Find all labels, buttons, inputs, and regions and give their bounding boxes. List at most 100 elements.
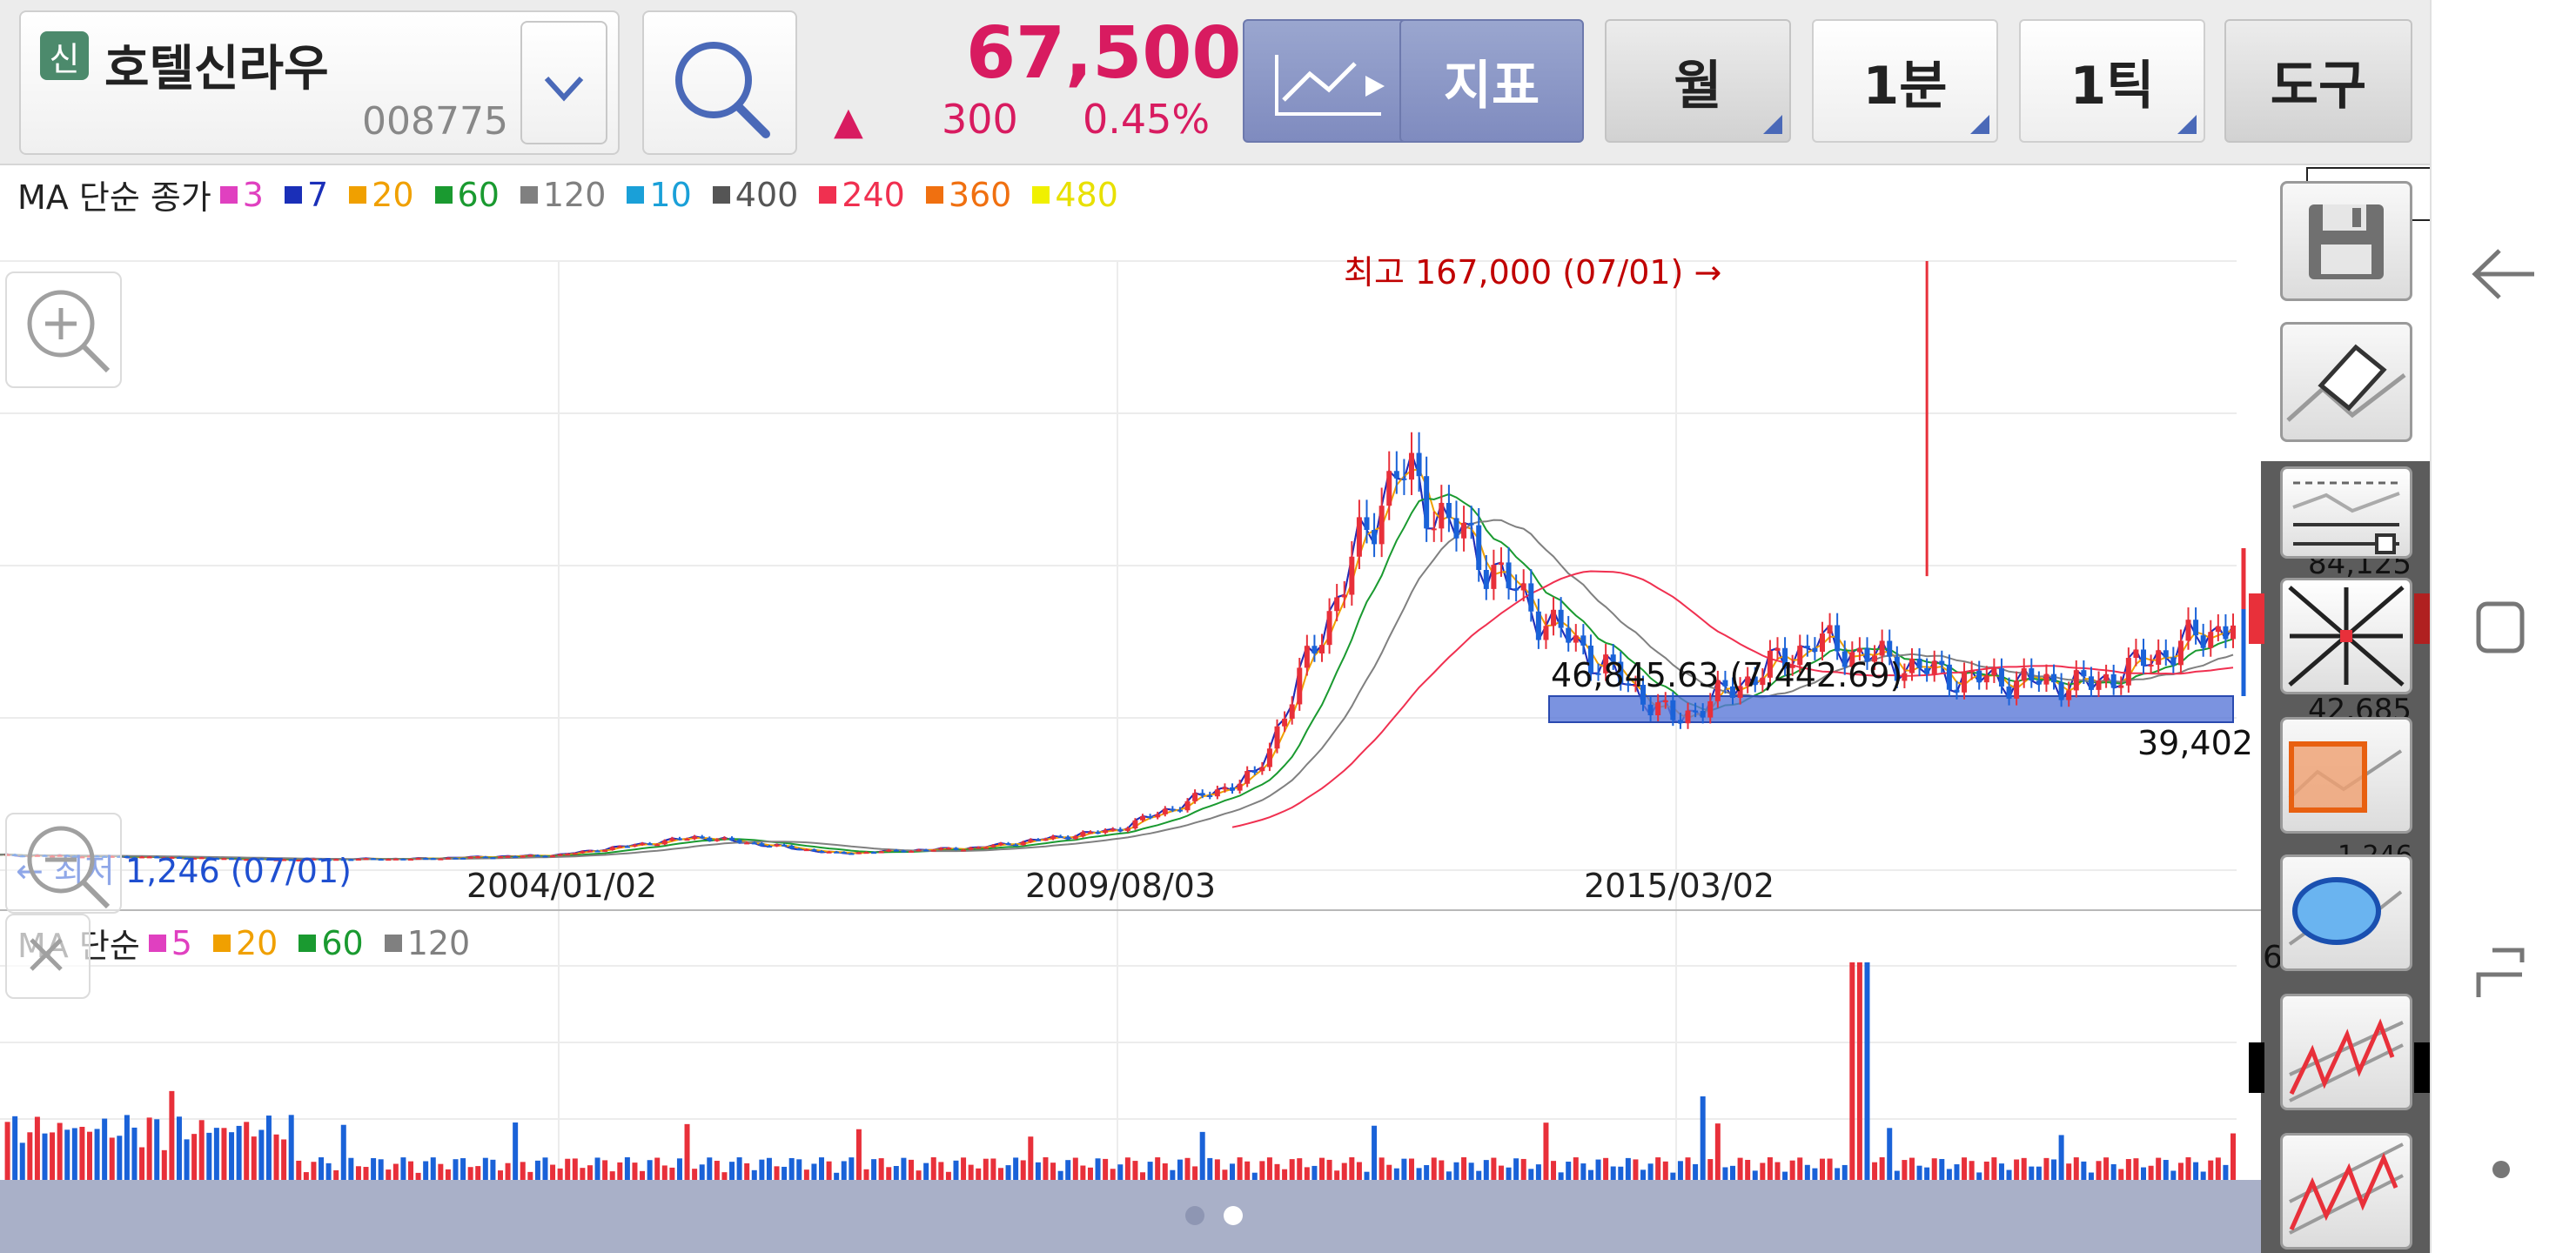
price-candles [4,261,2236,862]
volume-bar [1372,1125,1378,1180]
volume-bar [774,1166,780,1180]
tick-button[interactable]: 1틱 [2019,19,2205,143]
ellipse-tool-button[interactable] [2280,854,2412,971]
volume-bar [1902,1160,1908,1180]
legend-item: 20 [349,176,414,214]
volume-bar [550,1164,556,1180]
volume-bar [392,1163,399,1180]
legend-value: 60 [457,175,500,214]
volume-bar [1028,1136,1034,1180]
save-button[interactable] [2280,181,2412,301]
chart-type-button[interactable] [1243,19,1424,143]
legend-swatch [384,934,402,952]
back-icon[interactable] [2468,244,2538,305]
overview-icon[interactable] [2472,597,2532,658]
candle-body [1498,562,1504,566]
volume-bar [1954,1164,1960,1180]
candle-body [1401,478,1407,480]
candle-body [1804,646,1810,648]
volume-bar [386,1169,392,1180]
crosshair-tool-button[interactable] [2280,578,2412,694]
volume-bar [1722,1167,1728,1180]
volume-bar [893,1166,899,1180]
zoom-in-button[interactable] [5,271,122,388]
indicator-button[interactable]: 지표 [1399,19,1584,143]
volume-bar [146,1117,152,1180]
eraser-button[interactable] [2280,322,2412,442]
volume-bar [2177,1163,2184,1180]
volume-bar [1431,1157,1437,1180]
volume-bar [1551,1161,1557,1180]
volume-bar [1491,1157,1497,1180]
candle-body [2200,635,2206,648]
candle-body [721,837,728,840]
parallel-channel-tool-button[interactable] [2280,1133,2412,1250]
candle-body [213,858,219,861]
zoom-out-button[interactable] [5,813,122,914]
rectangle-tool-button[interactable] [2280,717,2412,834]
hline-tool-button[interactable] [2280,466,2412,559]
stock-code: 008775 [362,99,508,144]
volume-bar [1222,1169,1228,1180]
home-dot-icon[interactable] [2492,1161,2510,1178]
candle-body [1297,667,1303,705]
volume-bar [961,1157,967,1180]
tools-button[interactable]: 도구 [2224,19,2412,143]
volume-bar [109,1137,115,1180]
stock-dropdown-button[interactable] [520,21,607,144]
volume-bar [1558,1172,1564,1180]
volume-bar [1946,1169,1952,1180]
candle-body [1767,650,1773,678]
candle-body [774,844,780,847]
candle-body [1737,686,1743,698]
interval-button[interactable]: 1분 [1812,19,1998,143]
price-chart[interactable] [0,165,2261,1180]
candle-body [647,843,653,846]
page-indicator-bar[interactable] [0,1180,2261,1253]
volume-bar [1297,1158,1303,1180]
candle-body [1416,452,1422,477]
candle-body [1177,809,1183,812]
candle-body [415,858,421,861]
candle-body [1065,836,1071,840]
close-icon [30,938,63,971]
volume-bar [707,1157,713,1180]
volume-bar [1379,1157,1385,1180]
stock-selector[interactable]: 신 호텔신라우 008775 [19,10,620,155]
recents-icon[interactable] [2472,943,2532,1004]
volume-bar [1140,1172,1146,1180]
volume-bar [729,1162,735,1180]
x-tick-label: 2004/01/02 [466,867,658,905]
candle-body [1446,502,1452,519]
close-panel-button[interactable] [5,914,91,999]
candle-body [2170,657,2177,666]
page-dot-active[interactable] [1224,1206,1243,1225]
candle-body [1797,646,1803,666]
volume-bar [1513,1158,1519,1180]
tick-label: 1틱 [2070,55,2155,117]
volume-bar [1610,1166,1616,1180]
search-button[interactable] [642,10,797,155]
candle-body [945,848,951,850]
volume-bar [2110,1163,2116,1180]
candle-body [258,858,265,861]
volume-bar [572,1158,578,1180]
candle-body [751,842,757,845]
candle-body [1730,686,1736,698]
volume-bar [1647,1163,1654,1180]
volume-bar [1266,1157,1272,1180]
candle-body [976,847,982,849]
zigzag-channel-tool-button[interactable] [2280,994,2412,1110]
candle-body [1132,820,1138,829]
candle-body [1520,583,1526,591]
candle-body [527,854,533,857]
candle-body [460,857,466,860]
candle-body [1259,767,1265,772]
period-button[interactable]: 월 [1605,19,1791,143]
candle-body [124,856,130,859]
page-dot[interactable] [1185,1206,1204,1225]
volume-bar [692,1169,698,1180]
cross-lines-tool-icon [2288,586,2405,687]
candle-body [1745,676,1751,687]
volume-bar [423,1161,429,1180]
